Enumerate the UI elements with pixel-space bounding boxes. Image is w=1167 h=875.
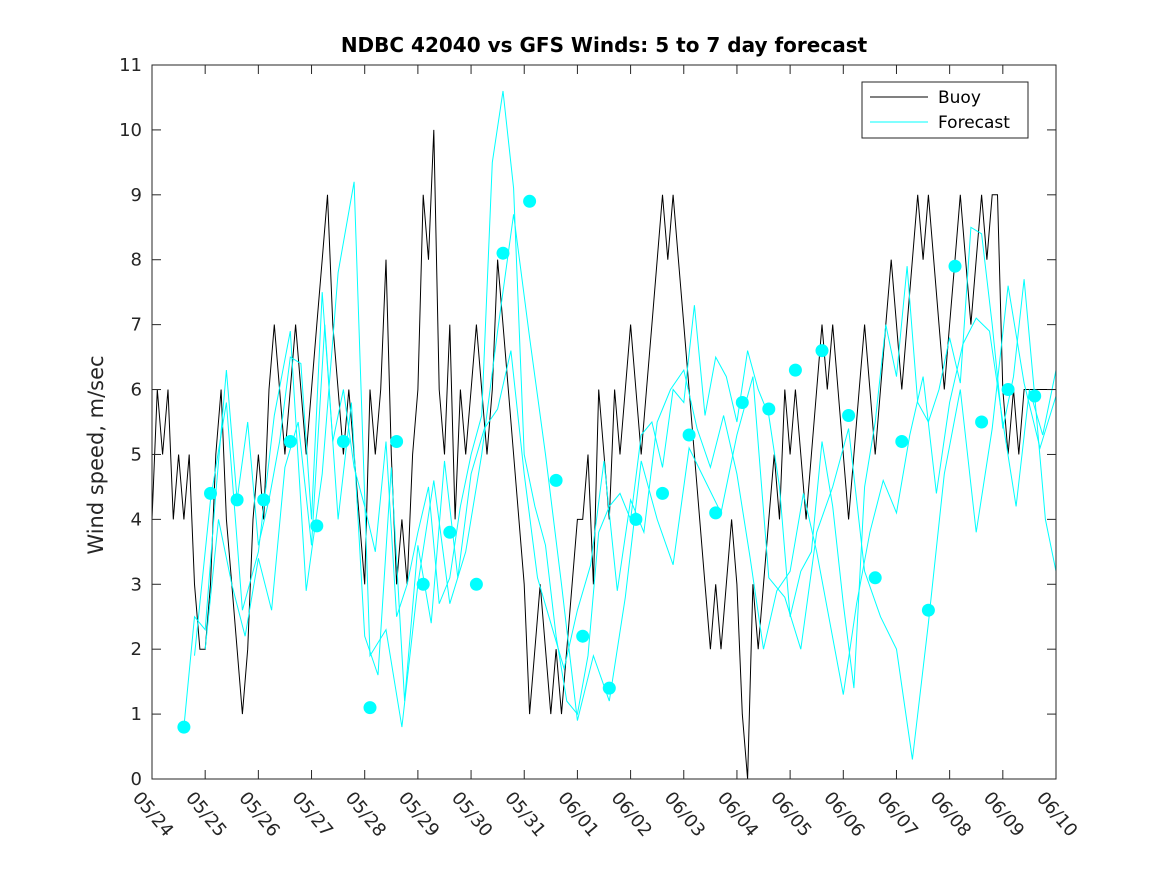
x-tick-label: 05/25	[181, 788, 230, 841]
forecast-marker	[682, 428, 696, 442]
x-tick-label: 06/01	[553, 788, 602, 841]
chart-title: NDBC 42040 vs GFS Winds: 5 to 7 day fore…	[341, 33, 868, 57]
forecast-marker	[257, 493, 271, 507]
x-tick-label: 05/26	[234, 788, 283, 841]
forecast-marker	[549, 473, 563, 487]
forecast-marker	[921, 603, 935, 617]
forecast-marker	[629, 512, 643, 526]
forecast-marker	[1001, 383, 1015, 396]
y-tick-label: 1	[131, 704, 142, 725]
x-tick-label: 06/07	[873, 788, 922, 841]
x-tick-label: 06/03	[660, 788, 709, 841]
plot-frame	[151, 64, 1057, 780]
x-tick-label: 06/06	[819, 788, 868, 841]
legend-label-forecast: Forecast	[938, 113, 1010, 133]
x-tick-label: 06/10	[1032, 788, 1081, 841]
x-tick-label: 06/04	[713, 788, 762, 841]
buoy-series-line	[151, 129, 1056, 780]
legend-label-buoy: Buoy	[938, 88, 981, 108]
forecast-marker	[390, 435, 404, 448]
x-tick-label: 05/28	[341, 788, 390, 841]
forecast-marker	[815, 344, 829, 358]
forecast-marker	[230, 493, 244, 507]
forecast-marker	[948, 259, 962, 273]
x-tick-label: 05/31	[500, 788, 549, 841]
x-tick-label: 05/27	[288, 788, 337, 841]
forecast-series-line-2	[204, 317, 1057, 702]
forecast-marker	[496, 246, 510, 260]
forecast-marker	[576, 629, 590, 643]
forecast-marker	[975, 415, 989, 429]
y-tick-label: 6	[131, 380, 142, 401]
x-tick-label: 06/08	[926, 788, 975, 841]
forecast-marker	[523, 194, 537, 208]
x-tick-label: 06/05	[766, 788, 815, 841]
x-tick-label: 05/30	[447, 788, 496, 841]
x-tick-label: 05/24	[128, 788, 177, 841]
forecast-marker	[443, 525, 457, 539]
y-tick-label: 2	[131, 639, 142, 660]
forecast-marker	[868, 571, 882, 585]
y-tick-label: 5	[131, 444, 142, 465]
forecast-marker	[602, 681, 616, 695]
forecast-marker	[310, 519, 324, 533]
forecast-marker	[842, 409, 856, 422]
forecast-series-line-3	[194, 181, 1057, 760]
y-tick-label: 10	[119, 120, 142, 141]
y-axis-label: Wind speed, m/sec	[84, 355, 108, 554]
forecast-marker	[735, 396, 749, 409]
plot-area	[151, 90, 1057, 780]
forecast-marker	[204, 486, 217, 500]
forecast-marker	[656, 486, 669, 500]
forecast-marker	[177, 720, 191, 734]
y-tick-label: 8	[131, 250, 142, 271]
x-tick-label: 06/09	[979, 788, 1028, 841]
forecast-marker	[895, 435, 909, 448]
x-tick-label: 06/02	[607, 788, 656, 841]
forecast-marker	[363, 701, 377, 715]
forecast-marker	[709, 506, 723, 520]
forecast-marker	[469, 577, 483, 591]
y-tick-label: 3	[131, 574, 142, 595]
x-tick-label: 05/29	[394, 788, 443, 841]
y-tick-label: 7	[131, 315, 142, 336]
legend-box	[861, 81, 1029, 139]
y-tick-label: 9	[131, 185, 142, 206]
forecast-marker	[1028, 389, 1042, 403]
forecast-marker	[336, 435, 350, 448]
forecast-marker	[283, 435, 297, 448]
legend: Buoy Forecast	[861, 81, 1029, 139]
y-tick-label: 11	[119, 55, 142, 76]
y-tick-label: 4	[131, 509, 142, 530]
forecast-marker	[416, 577, 430, 591]
y-tick-label: 0	[131, 769, 142, 790]
forecast-marker	[788, 363, 802, 377]
forecast-marker	[762, 402, 776, 416]
